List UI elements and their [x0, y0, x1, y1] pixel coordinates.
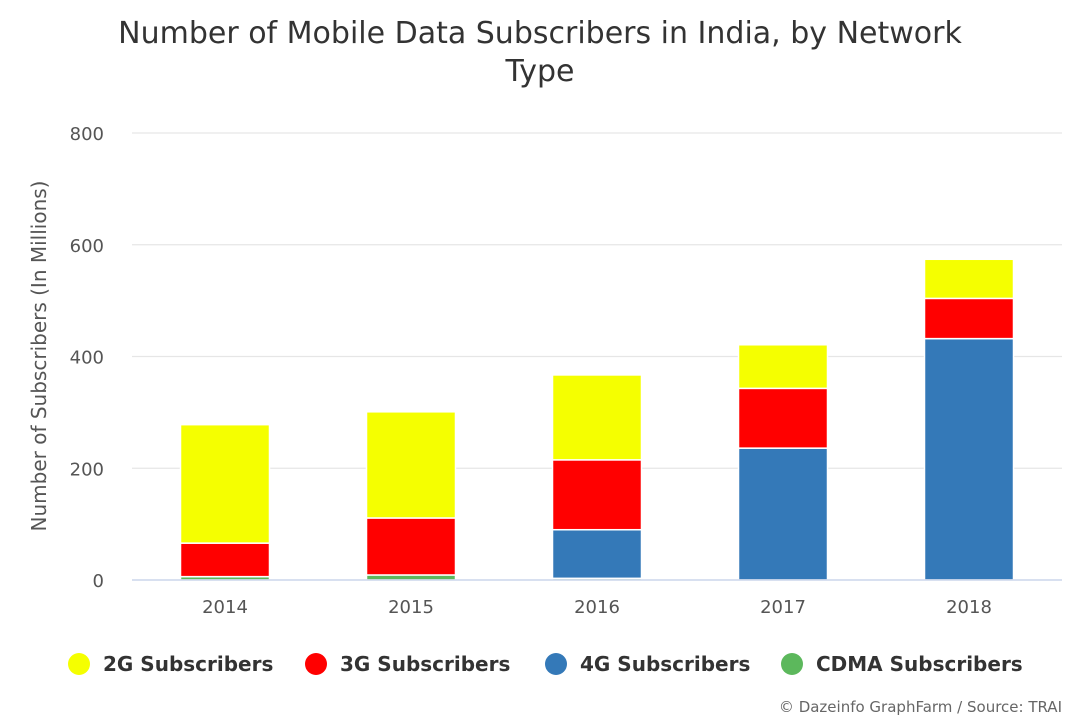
legend-marker: [68, 653, 90, 675]
y-tick-label: 600: [70, 236, 104, 257]
bar-3g-subscribers-2017: [737, 387, 829, 449]
y-axis-ticks: 0 200 400 600 800: [70, 124, 104, 592]
bar-3g-subscribers-2015: [365, 517, 457, 576]
x-tick-label: 2014: [202, 597, 248, 618]
bar-4g-subscribers-2016: [551, 528, 643, 580]
bar-3g-subscribers-2014: [179, 542, 271, 578]
legend-item-2g-subscribers[interactable]: 2G Subscribers: [68, 652, 273, 676]
y-tick-label: 200: [70, 459, 104, 480]
legend-label: 4G Subscribers: [580, 652, 750, 676]
chart-title-line2: Type: [505, 54, 575, 89]
legend-marker: [545, 653, 567, 675]
legend-item-4g-subscribers[interactable]: 4G Subscribers: [545, 652, 750, 676]
x-axis-ticks: 2014 2015 2016 2017 2018: [202, 597, 992, 618]
legend-item-cdma-subscribers[interactable]: CDMA Subscribers: [781, 652, 1023, 676]
legend-label: CDMA Subscribers: [816, 652, 1023, 676]
bar-4g-subscribers-2017: [737, 447, 829, 581]
legend: 2G Subscribers 3G Subscribers 4G Subscribe…: [68, 652, 1023, 676]
x-tick-label: 2016: [574, 597, 620, 618]
y-tick-label: 400: [70, 348, 104, 369]
bars: [179, 258, 1015, 581]
chart-credit: © Dazeinfo GraphFarm / Source: TRAI: [779, 698, 1062, 716]
bar-2g-subscribers-2014: [179, 423, 271, 544]
x-tick-label: 2017: [760, 597, 806, 618]
bar-3g-subscribers-2016: [551, 459, 643, 531]
bar-2g-subscribers-2017: [737, 344, 829, 390]
x-tick-label: 2015: [388, 597, 434, 618]
bar-2g-subscribers-2016: [551, 374, 643, 461]
bar-3g-subscribers-2018: [923, 297, 1015, 340]
legend-label: 2G Subscribers: [103, 652, 273, 676]
legend-item-3g-subscribers[interactable]: 3G Subscribers: [305, 652, 510, 676]
chart-title-line1: Number of Mobile Data Subscribers in Ind…: [118, 16, 962, 51]
y-tick-label: 800: [70, 124, 104, 145]
bar-4g-subscribers-2018: [923, 337, 1015, 581]
bar-2g-subscribers-2018: [923, 258, 1015, 300]
bar-cdma-subscribers-2015: [365, 574, 457, 581]
legend-label: 3G Subscribers: [340, 652, 510, 676]
y-axis-label: Number of Subscribers (In Millions): [27, 181, 51, 532]
bar-2g-subscribers-2015: [365, 411, 457, 519]
legend-marker: [305, 653, 327, 675]
legend-marker: [781, 653, 803, 675]
x-tick-label: 2018: [946, 597, 992, 618]
y-tick-label: 0: [93, 571, 104, 592]
